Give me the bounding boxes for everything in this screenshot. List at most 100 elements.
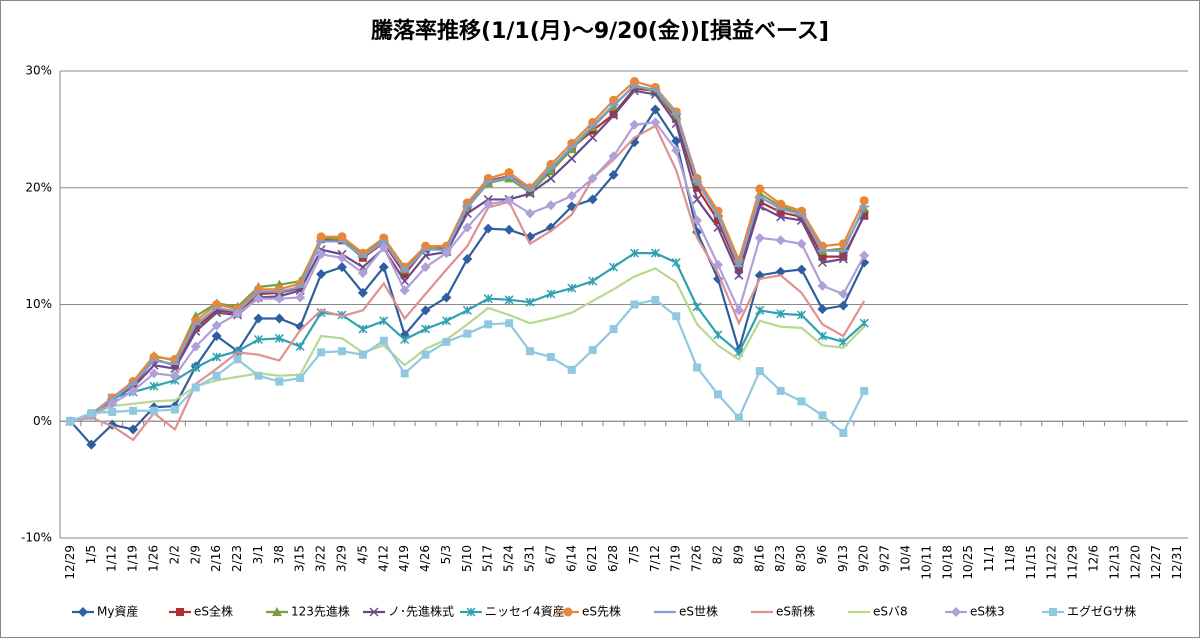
x-tick-label: 11/15 [1024,545,1038,580]
marker [671,145,682,156]
marker [378,262,389,273]
x-tick-label: 4/5 [355,545,369,564]
marker [714,216,722,225]
legend-label: エグゼGサ株 [1067,604,1136,619]
marker [316,249,327,260]
x-tick-label: 2/2 [167,545,181,564]
marker [692,302,702,312]
marker [860,386,869,395]
marker [797,397,806,406]
x-tick-label: 10/4 [899,545,913,572]
series [65,248,869,426]
marker [838,254,848,264]
x-tick-label: 10/18 [940,545,954,580]
marker [108,407,117,416]
marker [754,232,765,243]
x-tick-label: 2/9 [188,545,202,564]
marker [838,288,849,299]
x-tick-label: 5/24 [502,545,516,572]
marker [755,305,765,315]
x-tick-label: 6/21 [585,545,599,572]
x-tick-label: 12/6 [1087,545,1101,572]
marker [420,262,431,273]
marker [462,222,473,233]
series [65,104,870,450]
marker [839,428,848,437]
marker [859,196,869,206]
marker [609,325,618,334]
marker [651,295,660,304]
marker [546,289,556,299]
marker [629,119,640,130]
marker [316,269,327,280]
x-tick-label: 5/3 [439,545,453,564]
legend-label: eS新株 [776,604,815,619]
marker [776,309,786,319]
x-tick-label: 11/1 [982,545,996,572]
marker [176,608,184,616]
marker [379,316,389,326]
marker [818,252,827,261]
marker [86,439,97,450]
x-tick-label: 4/19 [397,545,411,572]
marker [587,173,598,184]
marker [170,361,179,370]
x-tick-label: 7/5 [627,545,641,564]
marker [442,337,451,346]
marker [149,381,159,391]
marker [232,308,243,319]
marker [129,406,138,415]
marker [357,287,368,298]
marker [399,285,410,296]
marker [505,319,514,328]
marker [672,312,681,321]
x-tick-label: 9/6 [815,545,829,564]
marker [609,262,619,272]
marker [462,305,472,315]
x-tick-label: 5/31 [523,545,537,572]
marker [504,195,515,206]
marker [951,607,961,617]
marker [629,248,639,258]
x-tick-label: 11/22 [1045,545,1059,580]
x-tick-label: 12/20 [1128,545,1142,580]
marker [838,300,849,311]
marker [692,194,702,204]
marker [630,300,639,309]
marker [755,367,764,376]
marker [66,417,75,426]
x-tick-label: 8/16 [752,545,766,572]
marker [734,270,744,280]
x-tick-label: 3/8 [272,545,286,564]
marker [338,347,346,356]
x-tick-label: 6/28 [606,545,620,572]
marker [817,257,827,268]
marker [714,390,722,399]
x-tick-label: 3/15 [293,545,307,572]
marker [358,350,367,359]
x-tick-label: 7/12 [648,545,662,572]
marker [358,324,368,334]
marker [671,136,682,147]
x-tick-label: 5/17 [481,545,495,572]
marker [441,316,451,326]
marker [379,336,388,345]
marker [693,363,702,372]
marker [190,341,201,352]
marker [357,267,368,278]
marker [545,166,556,176]
marker [420,305,431,316]
x-tick-label: 11/8 [1003,545,1017,572]
marker [295,292,306,303]
x-tick-label: 5/10 [460,545,474,572]
marker [149,368,159,379]
legend-label: My資産 [97,604,138,619]
marker [796,264,807,275]
marker [692,215,703,226]
marker [734,413,743,422]
x-tick-label: 6/7 [543,545,557,564]
marker [421,241,431,251]
x-tick-label: 8/23 [773,545,787,572]
